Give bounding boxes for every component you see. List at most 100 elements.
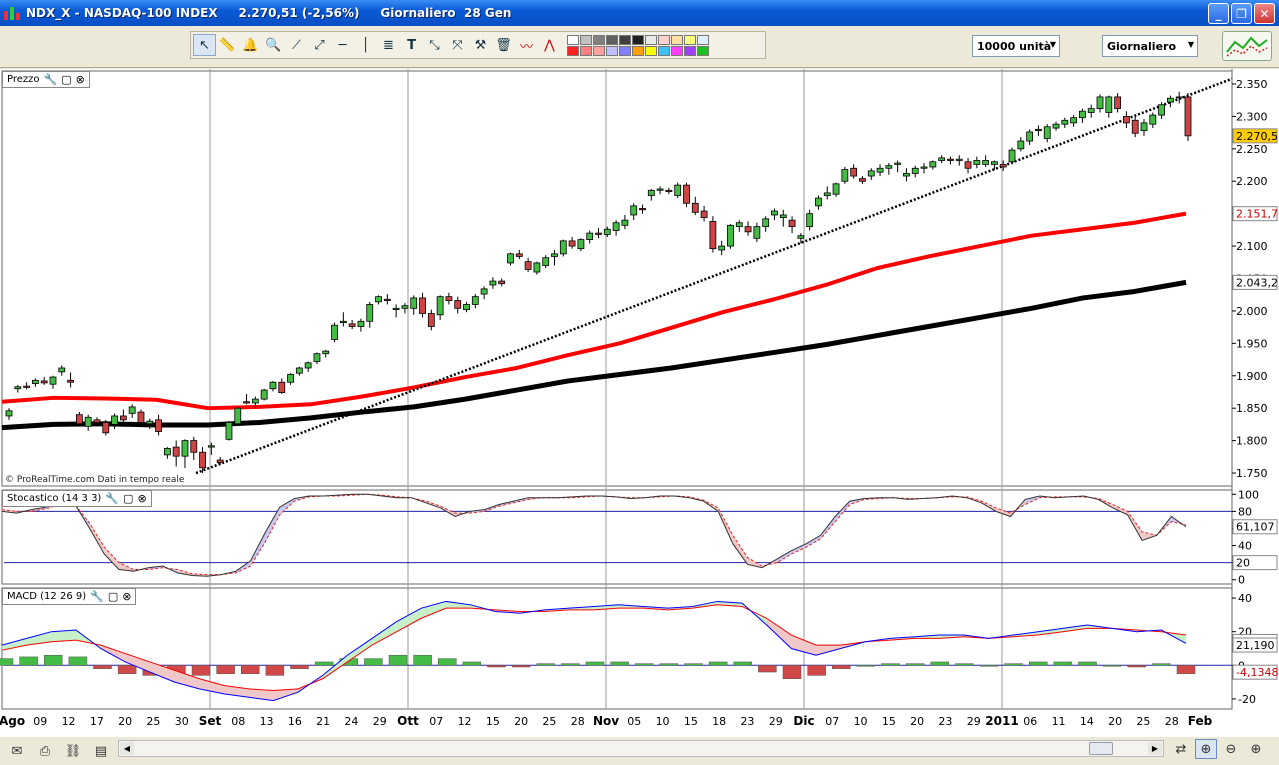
price-panel-label: Prezzo: [7, 74, 40, 85]
hline-icon[interactable]: ─: [338, 37, 347, 53]
macd-signal-last-label: 21,190: [1236, 639, 1275, 652]
x-tick-label: 20: [118, 715, 132, 728]
chart-canvas[interactable]: Ago 09 12 17 20 25 30 Set 08 13 16 21 24 29 Ott 07 12 15 2…: [0, 69, 1279, 737]
link-icon[interactable]: ⛓: [64, 743, 82, 759]
color-swatch[interactable]: [671, 45, 683, 56]
macd-fill: [396, 608, 422, 632]
candle-down: [524, 261, 532, 270]
chart-scrollbar[interactable]: ◀ ▶: [118, 740, 1164, 757]
x-tick-label: Feb: [1188, 714, 1213, 728]
candle-up: [551, 253, 558, 257]
color-swatch[interactable]: [567, 34, 579, 45]
macd-histogram-bar: [1004, 663, 1023, 666]
units-select[interactable]: 10000 unità ▼: [972, 35, 1060, 57]
stoch-line: [1, 493, 1187, 577]
candle-up: [542, 257, 550, 266]
zoom-fit-icon[interactable]: ⊕: [1195, 739, 1217, 759]
x-tick-label: 20: [514, 715, 528, 728]
macd-fill: [51, 630, 76, 642]
period-select[interactable]: Giornaliero ▼: [1102, 35, 1198, 57]
color-palette: [567, 34, 709, 56]
arrow-down-icon[interactable]: ⤧: [452, 37, 463, 53]
color-swatch[interactable]: [697, 45, 709, 56]
zoom-in-icon[interactable]: ⊕: [1250, 741, 1262, 757]
y-tick-label: 2.000: [1236, 305, 1268, 318]
x-tick-label: 29: [769, 715, 783, 728]
scroll-left-icon[interactable]: ◀: [120, 742, 134, 755]
fibonacci-icon[interactable]: ≣: [383, 37, 394, 53]
print-icon[interactable]: ⎙: [39, 743, 51, 759]
macd-histogram-bar: [462, 661, 482, 666]
x-tick-label: 09: [33, 715, 47, 728]
wrench-icon[interactable]: 🔧: [43, 73, 58, 86]
x-tick-label: 20: [1108, 715, 1122, 728]
candle-down: [216, 459, 224, 464]
zoom-out-icon[interactable]: ⊖: [1225, 741, 1237, 757]
color-swatch[interactable]: [580, 34, 592, 45]
candle-up: [234, 407, 242, 425]
zoom-icon[interactable]: 🔍: [265, 37, 282, 53]
line-icon[interactable]: ⟋: [291, 37, 302, 53]
candle-up: [982, 160, 990, 165]
pan-icon[interactable]: ⇄: [1175, 741, 1187, 757]
color-swatch[interactable]: [684, 45, 696, 56]
ray-icon[interactable]: ⤢: [314, 37, 325, 53]
macd-histogram-bar: [1029, 661, 1048, 666]
color-swatch[interactable]: [593, 34, 605, 45]
scroll-thumb[interactable]: [1089, 742, 1113, 755]
tools-icon[interactable]: ⚒: [474, 37, 487, 53]
color-swatch[interactable]: [632, 45, 644, 56]
email-icon[interactable]: ✉: [11, 743, 23, 759]
wrench-icon[interactable]: 🔧: [90, 590, 104, 603]
color-swatch[interactable]: [567, 45, 579, 56]
color-swatch[interactable]: [606, 45, 618, 56]
close-icon[interactable]: ⊗: [122, 590, 132, 603]
stoch-fill: [995, 507, 1011, 517]
scroll-right-icon[interactable]: ▶: [1148, 742, 1162, 755]
color-swatch[interactable]: [619, 34, 631, 45]
x-tick-label: 28: [1165, 715, 1179, 728]
color-swatch[interactable]: [632, 34, 644, 45]
chart-area[interactable]: Ago 09 12 17 20 25 30 Set 08 13 16 21 24 29 Ott 07 12 15 2…: [0, 69, 1279, 737]
color-swatch[interactable]: [645, 34, 657, 45]
color-swatch[interactable]: [671, 34, 683, 45]
channel-icon[interactable]: ⋀: [544, 37, 555, 53]
color-swatch[interactable]: [606, 34, 618, 45]
candle-up: [225, 422, 233, 440]
restore-button[interactable]: ❐: [1231, 3, 1252, 24]
macd-histogram-bar: [585, 661, 605, 666]
close-button[interactable]: ✕: [1254, 3, 1275, 24]
text-icon[interactable]: T: [407, 37, 416, 53]
minimize-button[interactable]: _: [1208, 3, 1229, 24]
window-icon[interactable]: ▢: [123, 492, 134, 505]
macd-histogram-bar: [1078, 661, 1097, 666]
color-swatch[interactable]: [658, 45, 670, 56]
trash-icon[interactable]: 🗑: [495, 37, 512, 53]
indicators-button[interactable]: [1222, 31, 1272, 61]
export-icon[interactable]: ▤: [94, 743, 108, 759]
color-swatch[interactable]: [645, 45, 657, 56]
bell-icon[interactable]: 🔔: [242, 37, 259, 53]
window-icon[interactable]: ▢: [61, 73, 72, 86]
color-swatch[interactable]: [580, 45, 592, 56]
wave-icon[interactable]: 〰: [519, 39, 533, 55]
ruler-icon[interactable]: 📏: [219, 37, 236, 53]
wrench-icon[interactable]: 🔧: [105, 492, 120, 505]
macd-histogram-bar: [856, 665, 876, 667]
close-icon[interactable]: ⊗: [137, 492, 147, 505]
candle-up: [366, 304, 374, 322]
cursor-icon[interactable]: ↖: [193, 34, 216, 56]
color-swatch[interactable]: [593, 45, 605, 56]
arrow-up-icon[interactable]: ⤡: [429, 37, 440, 53]
color-swatch[interactable]: [658, 34, 670, 45]
x-tick-label: 11: [1052, 715, 1066, 728]
candle-down: [709, 221, 717, 250]
vline-icon[interactable]: │: [361, 37, 370, 53]
close-icon[interactable]: ⊗: [75, 73, 85, 86]
color-swatch[interactable]: [619, 45, 631, 56]
x-tick-label: 13: [260, 715, 274, 728]
color-swatch[interactable]: [697, 34, 709, 45]
x-tick-label: 21: [316, 715, 330, 728]
window-icon[interactable]: ▢: [107, 590, 119, 603]
color-swatch[interactable]: [684, 34, 696, 45]
